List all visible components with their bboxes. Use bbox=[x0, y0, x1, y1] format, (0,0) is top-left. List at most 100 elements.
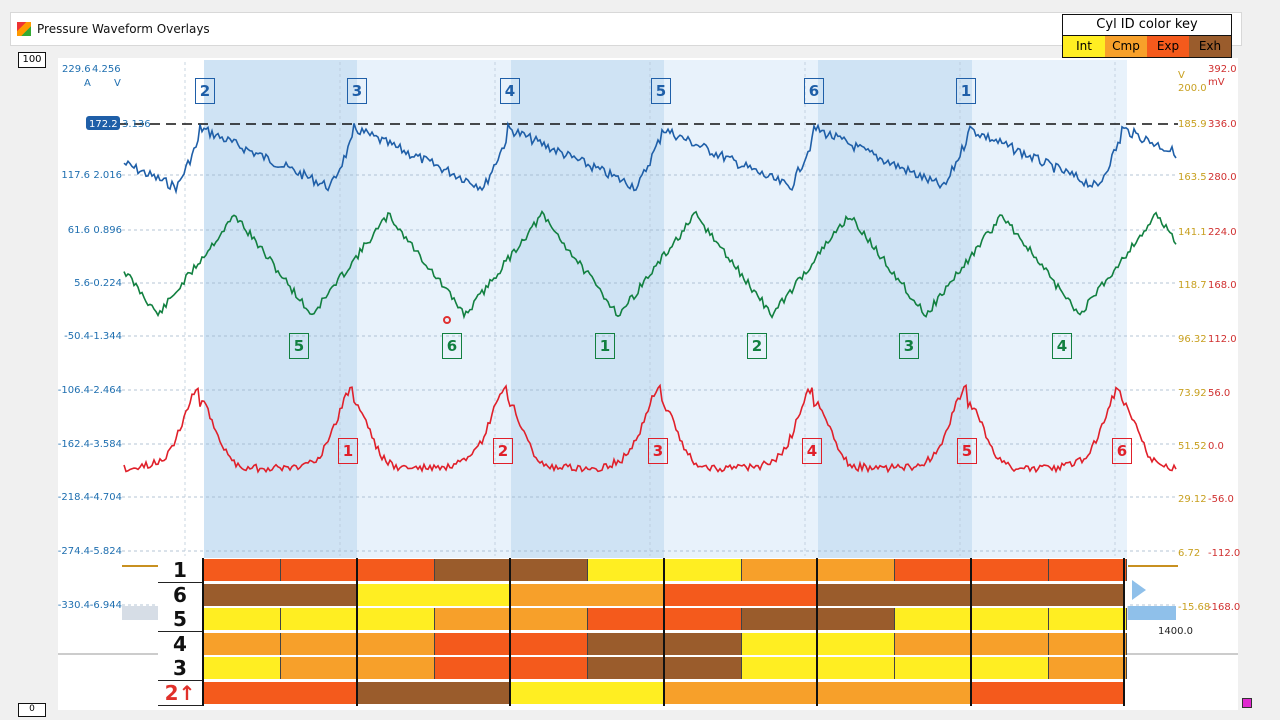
right-tick-mv: 112.0 bbox=[1208, 334, 1237, 345]
right-tick-mv: 0.0 bbox=[1208, 441, 1224, 452]
green-cyl-label[interactable]: 3 bbox=[899, 333, 919, 359]
right-tick-mv: -112.0 bbox=[1208, 548, 1240, 559]
red-cyl-label[interactable]: 4 bbox=[802, 438, 822, 464]
red-cyl-label[interactable]: 5 bbox=[957, 438, 977, 464]
cyl-row-label: 1 bbox=[158, 558, 202, 583]
cyl-stroke-segment bbox=[434, 608, 588, 630]
picoscope-app-icon bbox=[17, 22, 31, 36]
scrollbar-thumb[interactable] bbox=[1128, 606, 1176, 620]
left-tick-a: 117.6 bbox=[61, 170, 90, 181]
key-cmp: Cmp bbox=[1105, 36, 1147, 57]
right-tick-mv: 56.0 bbox=[1208, 388, 1230, 399]
cyl-stroke-segment bbox=[741, 657, 895, 679]
rotation-band bbox=[818, 60, 972, 558]
left-tick-a: -218.4 bbox=[58, 492, 90, 503]
left-tick-a: -50.4 bbox=[64, 331, 90, 342]
blue-cyl-label[interactable]: 2 bbox=[195, 78, 215, 104]
cylinder-stroke-grid: 1 6 5 4 3 2↑ bbox=[158, 558, 1127, 706]
scroll-right-arrow-icon[interactable] bbox=[1132, 580, 1146, 600]
key-exp: Exp bbox=[1147, 36, 1189, 57]
green-cyl-label[interactable]: 2 bbox=[747, 333, 767, 359]
red-cyl-label[interactable]: 2 bbox=[493, 438, 513, 464]
cyl-stroke-segment bbox=[511, 583, 665, 606]
cyl-stroke-segment bbox=[741, 559, 895, 581]
red-cyl-label[interactable]: 3 bbox=[648, 438, 668, 464]
red-cyl-label[interactable]: 6 bbox=[1112, 438, 1132, 464]
cyl-stroke-segment bbox=[281, 559, 435, 581]
trace-marker-dot[interactable] bbox=[443, 316, 451, 324]
right-tick-v: 51.52 bbox=[1178, 441, 1207, 452]
right-axis-unit-mv: mV bbox=[1208, 77, 1225, 88]
cyl-stroke-segment bbox=[895, 632, 1049, 655]
left-axis: 229.6 4.256 A V 172.2 3.136 117.6 2.016 61… bbox=[58, 64, 151, 611]
zoom-marker-100[interactable]: 100 bbox=[18, 52, 46, 68]
cyl-id-color-key: Cyl ID color key Int Cmp Exp Exh bbox=[1062, 14, 1232, 58]
blue-cyl-label[interactable]: 4 bbox=[500, 78, 520, 104]
cyl-row-label: 2↑ bbox=[158, 680, 202, 706]
key-int: Int bbox=[1063, 36, 1105, 57]
zoom-marker-0[interactable]: 0 bbox=[18, 703, 46, 717]
left-tick-v: -6.944 bbox=[90, 600, 122, 611]
right-tick-v: 6.72 bbox=[1178, 548, 1200, 559]
left-tick-a: -274.4 bbox=[58, 546, 90, 557]
cyl-stroke-segment bbox=[588, 657, 742, 679]
blue-cyl-label[interactable]: 3 bbox=[347, 78, 367, 104]
x-axis-end-label: 1400.0 bbox=[1158, 626, 1193, 637]
cyl-stroke-segment bbox=[1048, 608, 1127, 630]
rotation-band bbox=[972, 60, 1127, 558]
cyl-stroke-segment bbox=[818, 681, 972, 704]
right-axis: V 200.0 392.0 mV 185.9 336.0 163.5 280.0 141… bbox=[1178, 64, 1240, 613]
blue-cyl-label[interactable]: 1 bbox=[956, 78, 976, 104]
cyl-row-label: 5 bbox=[158, 607, 202, 632]
red-cyl-label[interactable]: 1 bbox=[338, 438, 358, 464]
cyl-stroke-segment bbox=[434, 657, 588, 679]
left-tick-a: -330.4 bbox=[58, 600, 90, 611]
rotation-band bbox=[357, 60, 511, 558]
right-tick-mv: 168.0 bbox=[1208, 280, 1237, 291]
cyl-row-label: 3 bbox=[158, 656, 202, 681]
red-pressure-trace bbox=[123, 383, 1177, 474]
right-axis-unit-v: V bbox=[1178, 70, 1185, 81]
cyl-stroke-segment bbox=[1048, 632, 1127, 655]
cyl-stroke-segment bbox=[588, 608, 742, 630]
cyl-stroke-segment bbox=[1048, 559, 1127, 581]
cyl-stroke-segment bbox=[204, 559, 281, 581]
right-tick-mv: -168.0 bbox=[1208, 602, 1240, 613]
left-tick-v: -1.344 bbox=[90, 331, 122, 342]
cyl-stroke-segment bbox=[281, 632, 435, 655]
cyl-stroke-segment bbox=[357, 583, 511, 606]
cyl-stroke-segment bbox=[204, 608, 281, 630]
left-tick-a: -162.4 bbox=[58, 439, 90, 450]
blue-cyl-label[interactable]: 5 bbox=[651, 78, 671, 104]
rotation-band bbox=[511, 60, 664, 558]
cyl-stroke-segment bbox=[741, 608, 895, 630]
blue-pressure-trace bbox=[123, 121, 1177, 195]
cyl-row-label: 4 bbox=[158, 631, 202, 657]
key-exh: Exh bbox=[1189, 36, 1231, 57]
cursor-value-v: 3.136 bbox=[122, 119, 151, 130]
cyl-stroke-segment bbox=[281, 657, 435, 679]
cyl-stroke-segment bbox=[971, 583, 1125, 606]
cyl-stroke-segment bbox=[588, 559, 742, 581]
green-cyl-label[interactable]: 1 bbox=[595, 333, 615, 359]
green-pressure-trace bbox=[123, 209, 1177, 320]
left-tick-v: -2.464 bbox=[90, 385, 122, 396]
cyl-grid-divider bbox=[969, 558, 972, 706]
blue-cyl-label[interactable]: 6 bbox=[804, 78, 824, 104]
cursor-value-badge[interactable] bbox=[86, 116, 120, 130]
green-cyl-label[interactable]: 6 bbox=[442, 333, 462, 359]
right-axis-top-mv: 392.0 bbox=[1208, 64, 1237, 75]
cyl-grid-divider bbox=[816, 558, 818, 706]
rotation-band bbox=[664, 60, 818, 558]
cyl-stroke-segment bbox=[434, 632, 588, 655]
window-titlebar: Pressure Waveform Overlays bbox=[10, 12, 1242, 46]
cyl-grid-divider bbox=[1123, 558, 1125, 706]
right-tick-v: 185.9 bbox=[1178, 119, 1207, 130]
right-tick-v: 163.5 bbox=[1178, 172, 1207, 183]
left-tick-v: -4.704 bbox=[90, 492, 122, 503]
cyl-stroke-segment bbox=[895, 559, 1049, 581]
ruler-handle-right-icon[interactable] bbox=[1242, 698, 1252, 708]
green-cyl-label[interactable]: 5 bbox=[289, 333, 309, 359]
cyl-grid-divider bbox=[202, 558, 204, 706]
green-cyl-label[interactable]: 4 bbox=[1052, 333, 1072, 359]
